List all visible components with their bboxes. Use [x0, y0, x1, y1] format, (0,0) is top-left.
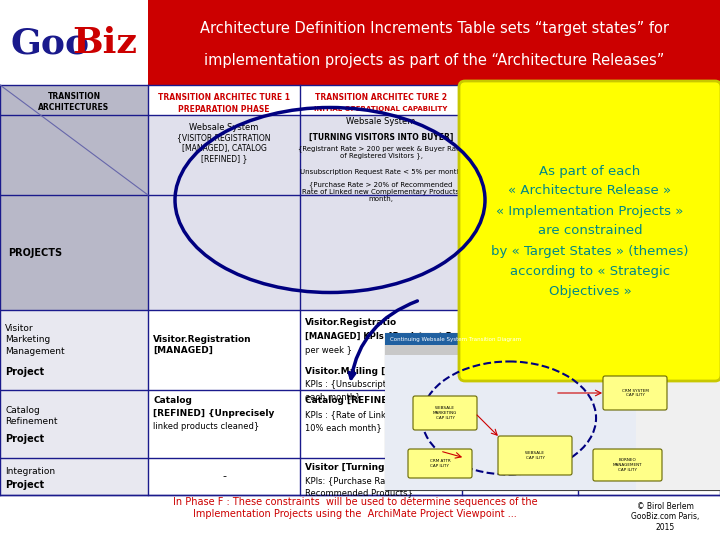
Bar — [578, 458, 720, 495]
Text: each month}: each month} — [305, 392, 361, 401]
Text: Project: Project — [5, 367, 44, 377]
FancyBboxPatch shape — [413, 396, 477, 430]
Text: TRANSITION ARCHITEC TURE 1: TRANSITION ARCHITEC TURE 1 — [158, 92, 290, 102]
Text: -: - — [222, 471, 226, 482]
Text: [REFINED] {Unprecisely: [REFINED] {Unprecisely — [153, 409, 274, 418]
Bar — [578, 195, 720, 310]
Bar — [385, 333, 720, 345]
Bar — [148, 0, 720, 85]
Bar — [0, 0, 148, 85]
Bar — [578, 85, 720, 115]
Text: Catalog: Catalog — [153, 396, 192, 405]
Bar — [578, 390, 720, 458]
Bar — [0, 85, 148, 115]
Text: WEBSALE
CAP ILITY: WEBSALE CAP ILITY — [525, 451, 545, 460]
Text: Goo: Goo — [10, 26, 89, 60]
Bar — [462, 458, 578, 495]
Bar — [385, 345, 720, 355]
Bar — [0, 458, 148, 495]
Text: {Purchase Rate > 20% of Recommended
Rate of Linked new Complementary Products
mo: {Purchase Rate > 20% of Recommended Rate… — [302, 181, 459, 202]
Bar — [300, 458, 462, 495]
Text: Continuing Websale System Transition Diagram: Continuing Websale System Transition Dia… — [390, 336, 521, 341]
Text: TRANSITION ARCHITEC TURE 2: TRANSITION ARCHITEC TURE 2 — [315, 92, 447, 102]
Text: [MANAGED] KPIs {Registrant Rate >: [MANAGED] KPIs {Registrant Rate > — [305, 332, 477, 341]
Bar — [148, 85, 300, 115]
Text: Architecture Definition Increments Table sets “target states” for: Architecture Definition Increments Table… — [199, 21, 668, 36]
Text: Recommended Products}: Recommended Products} — [305, 488, 413, 497]
Text: Biz: Biz — [72, 26, 137, 60]
Text: BORNEO
MANAGEMENT
CAP ILITY: BORNEO MANAGEMENT CAP ILITY — [613, 458, 642, 471]
Text: Visitor.Registration
[MANAGED]: Visitor.Registration [MANAGED] — [153, 335, 251, 355]
Text: Websale System: Websale System — [189, 124, 258, 132]
Text: per week }: per week } — [305, 346, 352, 355]
Text: In Phase F : These constraints  will be used to determine sequences of the
Imple: In Phase F : These constraints will be u… — [173, 497, 537, 519]
FancyBboxPatch shape — [408, 449, 472, 478]
Bar — [300, 390, 462, 458]
Bar — [578, 310, 720, 390]
Text: INITIAL OPERATIONAL CAPABILITY: INITIAL OPERATIONAL CAPABILITY — [315, 106, 448, 112]
Text: KPIs {Rate of Browsed
Products > 60% of: KPIs {Rate of Browsed Products > 60% of — [583, 335, 678, 355]
Text: KPIs : {Unsubscription Re: KPIs : {Unsubscription Re — [305, 380, 413, 389]
Text: 10% each month}: 10% each month} — [305, 423, 382, 432]
Text: WEBSALE
MARKETING
CAP ILITY: WEBSALE MARKETING CAP ILITY — [433, 407, 457, 420]
Text: Project: Project — [5, 434, 44, 444]
Bar — [300, 310, 462, 390]
Bar — [385, 355, 636, 490]
Text: Unsubscription Request Rate < 5% per month: Unsubscription Request Rate < 5% per mon… — [300, 169, 462, 175]
Text: Visitor.Mailing [TARG: Visitor.Mailing [TARG — [305, 367, 412, 376]
Text: KPIs: {Purchase Rate >: KPIs: {Purchase Rate > — [305, 476, 403, 485]
Text: Catalog
Refinement: Catalog Refinement — [5, 406, 58, 426]
FancyBboxPatch shape — [593, 449, 662, 481]
Bar — [462, 390, 578, 458]
Text: PREPARATION PHASE: PREPARATION PHASE — [179, 105, 270, 113]
Text: {Registrant Rate > 200 per week & Buyer Rate
of Registered Visitors },: {Registrant Rate > 200 per week & Buyer … — [299, 145, 464, 159]
Bar — [578, 115, 720, 195]
Bar — [462, 115, 578, 195]
Bar — [385, 333, 720, 490]
FancyBboxPatch shape — [459, 81, 720, 381]
Bar — [148, 310, 300, 390]
Bar — [300, 85, 462, 115]
Bar — [148, 115, 300, 195]
Bar — [462, 195, 578, 310]
Text: Visitor
Marketing
Management: Visitor Marketing Management — [5, 325, 65, 356]
Text: [TURNING VISITORS INTO BUYER]: [TURNING VISITORS INTO BUYER] — [309, 132, 453, 141]
Text: PROJECTS: PROJECTS — [8, 247, 62, 258]
Bar — [0, 390, 148, 458]
Text: Integration: Integration — [5, 467, 55, 476]
Text: Visitor.Registratio: Visitor.Registratio — [305, 318, 397, 327]
Text: Project: Project — [5, 480, 44, 489]
Text: linked products cleaned}: linked products cleaned} — [153, 422, 259, 431]
FancyBboxPatch shape — [498, 436, 572, 475]
Bar — [462, 310, 578, 390]
Text: CRM ATTR
CAP ILITY: CRM ATTR CAP ILITY — [430, 459, 451, 468]
FancyBboxPatch shape — [603, 376, 667, 410]
Text: {VISITOR REGISTRATION
[MANAGED], CATALOG
[REFINED] }: {VISITOR REGISTRATION [MANAGED], CATALOG… — [177, 133, 271, 163]
Bar — [0, 310, 148, 390]
Bar — [462, 85, 578, 115]
Text: Websale System: Websale System — [346, 118, 415, 126]
Bar — [300, 195, 462, 310]
Text: As part of each
« Architecture Release »
« Implementation Projects »
are constra: As part of each « Architecture Release »… — [491, 165, 689, 298]
Bar — [148, 195, 300, 310]
Bar — [300, 115, 462, 195]
Text: KPIs : {Rate of Linked Con: KPIs : {Rate of Linked Con — [305, 410, 415, 419]
Text: implementation projects as part of the “Architecture Releases”: implementation projects as part of the “… — [204, 52, 664, 68]
Text: © Birol Berlem
GooBiz.com Paris,
2015: © Birol Berlem GooBiz.com Paris, 2015 — [631, 502, 699, 532]
Bar — [0, 115, 148, 195]
Text: Catalog [REFINED]: Catalog [REFINED] — [305, 396, 399, 405]
Text: TRANSITION
ARCHITECTURES: TRANSITION ARCHITECTURES — [38, 92, 109, 112]
Bar — [148, 458, 300, 495]
Bar — [0, 195, 148, 310]
Text: CRM SYSTEM
CAP ILITY: CRM SYSTEM CAP ILITY — [621, 389, 649, 397]
Text: Visitor [Turning into Bu: Visitor [Turning into Bu — [305, 463, 424, 472]
Bar — [636, 355, 720, 490]
Bar — [148, 390, 300, 458]
